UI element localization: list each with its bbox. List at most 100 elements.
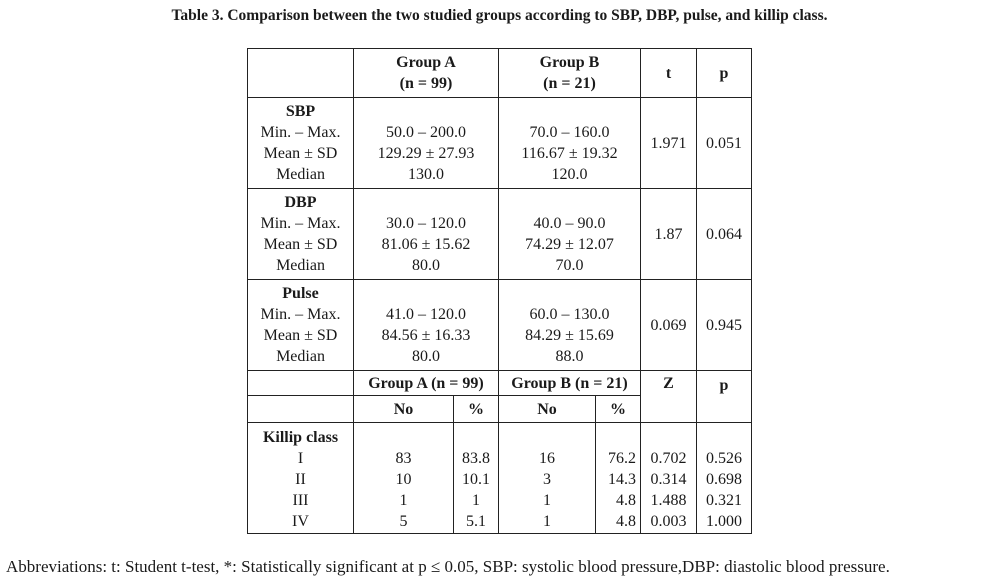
killip-b-no: 16 <box>539 450 555 467</box>
killip-a-pct: 83.8 <box>462 450 490 467</box>
stat-label-median: Median <box>276 166 325 183</box>
killip-header-group-b: Group B (n = 21) <box>498 370 641 396</box>
killip-p: 1.000 <box>706 513 742 530</box>
killip-header-group-a: Group A (n = 99) <box>353 370 499 396</box>
stat-label-meansd: Mean ± SD <box>263 236 338 253</box>
killip-z-cell: 0.702 0.314 1.488 0.003 <box>640 422 697 534</box>
sbp-group-b-values: 70.0 – 160.0 116.67 ± 19.32 120.0 <box>498 97 641 189</box>
killip-subheader-b-pct: % <box>595 395 641 423</box>
comparison-table: Group A (n = 99) Group B (n = 21) t p SB… <box>247 48 752 534</box>
killip-p: 0.698 <box>706 471 742 488</box>
killip-class-name: IV <box>292 513 309 530</box>
variable-name: DBP <box>284 194 317 211</box>
killip-a-no: 10 <box>395 471 412 488</box>
killip-b-pct-cell: 76.2 14.3 4.8 4.8 <box>595 422 641 534</box>
footnote-abbreviations: Abbreviations: t: Student t-test, *: Sta… <box>6 557 890 576</box>
sbp-group-a-values: 50.0 – 200.0 129.29 ± 27.93 130.0 <box>353 97 499 189</box>
header-row: Group A (n = 99) Group B (n = 21) t p <box>247 48 752 98</box>
pulse-label-cell: Pulse Min. – Max. Mean ± SD Median <box>247 279 354 371</box>
killip-a-pct: 5.1 <box>466 513 486 530</box>
dbp-group-b-values: 40.0 – 90.0 74.29 ± 12.07 70.0 <box>498 188 641 280</box>
value-meansd: 74.29 ± 12.07 <box>525 236 614 253</box>
value-median: 80.0 <box>412 257 440 274</box>
stat-label-minmax: Min. – Max. <box>260 306 341 323</box>
dbp-group-a-values: 30.0 – 120.0 81.06 ± 15.62 80.0 <box>353 188 499 280</box>
stat-label-median: Median <box>276 348 325 365</box>
stat-label-minmax: Min. – Max. <box>260 215 341 232</box>
value-minmax: 40.0 – 90.0 <box>533 215 606 232</box>
dbp-t-value: 1.87 <box>640 188 697 280</box>
killip-subheader-empty-cell <box>247 395 354 423</box>
header-group-b-n: (n = 21) <box>543 75 596 92</box>
value-median: 120.0 <box>551 166 588 183</box>
killip-header-z: Z <box>640 370 697 423</box>
value-median: 80.0 <box>412 348 440 365</box>
killip-b-no: 3 <box>543 471 551 488</box>
killip-header-row: Group A (n = 99) Group B (n = 21) Z p <box>247 370 752 423</box>
dbp-label-cell: DBP Min. – Max. Mean ± SD Median <box>247 188 354 280</box>
stat-label-meansd: Mean ± SD <box>263 327 338 344</box>
killip-p-cell: 0.526 0.698 0.321 1.000 <box>696 422 752 534</box>
table-row-pulse: Pulse Min. – Max. Mean ± SD Median 41.0 … <box>247 279 752 371</box>
killip-b-pct: 4.8 <box>616 513 636 530</box>
value-meansd: 116.67 ± 19.32 <box>521 145 618 162</box>
killip-p: 0.526 <box>706 450 742 467</box>
killip-b-no: 1 <box>543 513 551 530</box>
killip-a-no-cell: 83 10 1 5 <box>353 422 454 534</box>
header-p: p <box>696 48 752 98</box>
header-group-b: Group B (n = 21) <box>498 48 641 98</box>
killip-a-pct-cell: 83.8 10.1 1 5.1 <box>453 422 499 534</box>
killip-b-pct: 14.3 <box>608 471 636 488</box>
value-minmax: 50.0 – 200.0 <box>386 124 466 141</box>
value-meansd: 81.06 ± 15.62 <box>381 236 471 253</box>
value-median: 88.0 <box>555 348 584 365</box>
header-empty-cell <box>247 48 354 98</box>
table-row-dbp: DBP Min. – Max. Mean ± SD Median 30.0 – … <box>247 188 752 280</box>
pulse-p-value: 0.945 <box>696 279 752 371</box>
killip-p: 0.321 <box>706 492 742 509</box>
table-caption: Table 3. Comparison between the two stud… <box>171 7 828 24</box>
killip-z: 0.702 <box>650 450 687 467</box>
value-median: 130.0 <box>408 166 444 183</box>
header-group-a: Group A (n = 99) <box>353 48 499 98</box>
sbp-t-value: 1.971 <box>640 97 697 189</box>
killip-a-pct: 10.1 <box>462 471 490 488</box>
value-minmax: 60.0 – 130.0 <box>529 306 610 323</box>
killip-b-pct: 4.8 <box>616 492 636 509</box>
pulse-t-value: 0.069 <box>640 279 697 371</box>
killip-header-empty-cell <box>247 370 354 396</box>
header-group-a-title: Group A <box>396 54 456 71</box>
killip-a-no: 5 <box>399 513 408 530</box>
killip-a-no: 83 <box>395 450 412 467</box>
variable-name: SBP <box>285 103 316 120</box>
killip-z: 0.314 <box>650 471 687 488</box>
killip-class-name: III <box>292 492 309 509</box>
killip-a-pct: 1 <box>472 492 480 509</box>
pulse-group-b-values: 60.0 – 130.0 84.29 ± 15.69 88.0 <box>498 279 641 371</box>
stat-label-meansd: Mean ± SD <box>263 145 338 162</box>
pulse-group-a-values: 41.0 – 120.0 84.56 ± 16.33 80.0 <box>353 279 499 371</box>
killip-subheader-a-no: No <box>353 395 454 423</box>
value-meansd: 129.29 ± 27.93 <box>377 145 475 162</box>
killip-subheader-b-no: No <box>498 395 596 423</box>
value-meansd: 84.56 ± 16.33 <box>381 327 471 344</box>
value-minmax: 70.0 – 160.0 <box>529 124 610 141</box>
killip-b-pct: 76.2 <box>608 450 636 467</box>
sbp-p-value: 0.051 <box>696 97 752 189</box>
header-t: t <box>640 48 697 98</box>
table-row-sbp: SBP Min. – Max. Mean ± SD Median 50.0 – … <box>247 97 752 189</box>
killip-z: 0.003 <box>650 513 687 530</box>
value-minmax: 30.0 – 120.0 <box>386 215 466 232</box>
killip-class-name: II <box>295 471 306 488</box>
variable-name: Pulse <box>282 285 319 302</box>
killip-subheader-a-pct: % <box>453 395 499 423</box>
stat-label-minmax: Min. – Max. <box>260 124 341 141</box>
value-meansd: 84.29 ± 15.69 <box>525 327 614 344</box>
killip-b-no-cell: 16 3 1 1 <box>498 422 596 534</box>
stat-label-median: Median <box>276 257 325 274</box>
killip-header-p: p <box>696 370 752 423</box>
dbp-p-value: 0.064 <box>696 188 752 280</box>
killip-b-no: 1 <box>543 492 551 509</box>
killip-a-no: 1 <box>399 492 408 509</box>
header-group-b-title: Group B <box>539 54 600 71</box>
